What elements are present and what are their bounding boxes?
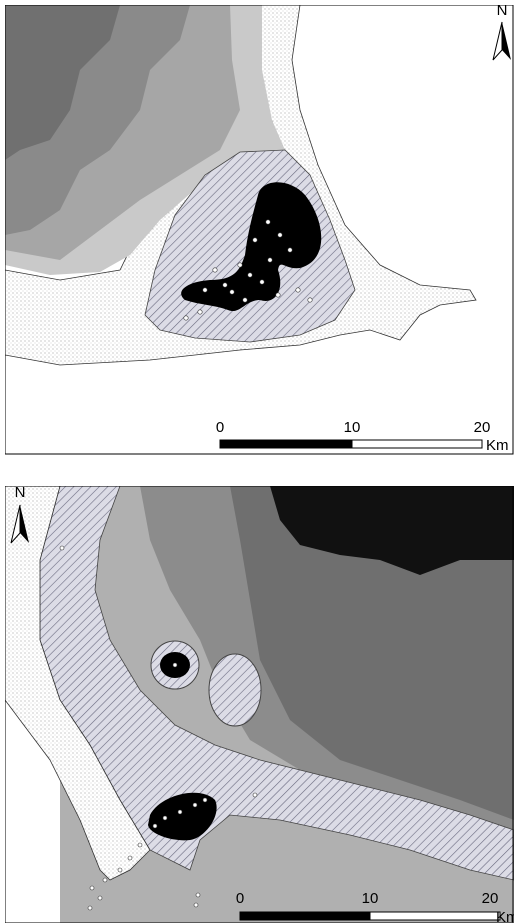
map-panel-2: N 0 10 20 Km bbox=[5, 484, 514, 923]
hatched-zone bbox=[209, 654, 261, 726]
map-panel-1: N 0 10 20 Km bbox=[5, 2, 514, 455]
north-label: N bbox=[15, 484, 26, 501]
scale-label: 20 bbox=[482, 890, 499, 907]
scale-label: 20 bbox=[474, 419, 491, 436]
scale-label: 10 bbox=[362, 890, 379, 907]
page: {"panels": [ {"north": "N", "scale_bar":… bbox=[0, 0, 514, 923]
scale-label: 0 bbox=[236, 890, 244, 907]
scale-label: 0 bbox=[216, 419, 224, 436]
scale-label: 10 bbox=[344, 419, 361, 436]
scale-unit: Km bbox=[486, 437, 509, 454]
scale-unit: Km bbox=[496, 909, 514, 923]
north-label: N bbox=[497, 2, 508, 19]
figure: N 0 10 20 Km bbox=[0, 0, 514, 923]
